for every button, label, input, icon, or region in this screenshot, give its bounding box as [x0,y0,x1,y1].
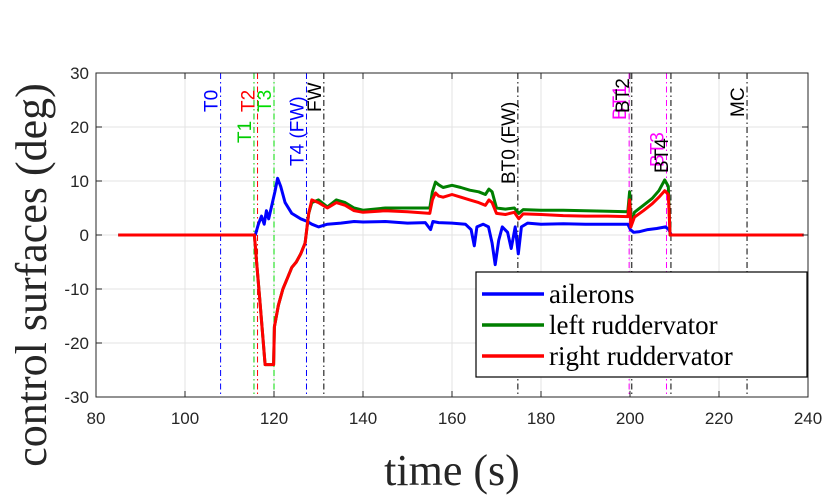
y-tick-label: 30 [70,64,89,83]
event-label: BT4 [652,138,673,173]
event-label: BT2 [613,78,634,113]
series-lines [118,176,804,367]
y-tick-label: 10 [70,172,89,191]
x-tick-label: 200 [616,409,644,428]
x-tick-label: 140 [349,409,377,428]
series-line-right-ruddervator [118,189,804,367]
y-axis-label: control surfaces (deg) [7,83,56,467]
y-tick-label: 20 [70,118,89,137]
x-tick-label: 160 [438,409,466,428]
axis-ticks: 80 100 120 140 160 180 200 220 240 -30 -20 -10 0 10 20… [64,64,822,428]
x-tick-label: 180 [527,409,555,428]
x-axis-label: time (s) [384,446,520,495]
event-label: T0 [202,90,223,112]
legend-label: right ruddervator [549,341,733,371]
event-label: MC [728,87,749,117]
series-line-ailerons [118,176,804,267]
legend-label: left ruddervator [549,310,718,340]
event-label: T4 (FW) [287,96,308,166]
y-tick-label: 0 [80,226,89,245]
event-label: T1 [235,121,256,143]
x-tick-label: 80 [87,409,106,428]
event-label: BT0 (FW) [499,102,520,184]
y-tick-label: -20 [64,334,89,353]
event-label: BT3 [647,132,668,167]
legend-label: ailerons [549,279,634,309]
y-tick-label: -10 [64,280,89,299]
event-label: T3 [255,90,276,112]
x-tick-label: 240 [794,409,822,428]
x-tick-label: 100 [171,409,199,428]
x-tick-label: 120 [260,409,288,428]
x-tick-label: 220 [705,409,733,428]
event-label: BT1 [610,85,631,120]
event-label: T2 [239,90,260,112]
event-label: FW [305,82,326,112]
y-tick-label: -30 [64,388,89,407]
